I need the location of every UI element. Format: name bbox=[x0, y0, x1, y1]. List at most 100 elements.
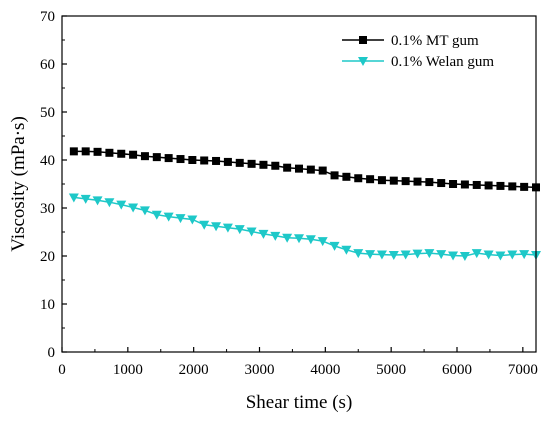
x-tick-label: 0 bbox=[58, 362, 66, 378]
data-point bbox=[449, 180, 458, 188]
data-point bbox=[129, 150, 138, 159]
data-point bbox=[376, 250, 387, 260]
data-point bbox=[175, 214, 186, 224]
series-line-2 bbox=[73, 196, 537, 257]
data-point bbox=[472, 180, 481, 189]
data-point bbox=[425, 178, 434, 187]
y-tick-label: 50 bbox=[40, 105, 55, 121]
data-point bbox=[483, 250, 494, 260]
data-point bbox=[93, 147, 102, 156]
data-point bbox=[116, 200, 127, 210]
data-point bbox=[305, 235, 316, 245]
legend-marker bbox=[359, 36, 367, 44]
data-point bbox=[424, 249, 435, 259]
data-point bbox=[508, 182, 517, 191]
data-point bbox=[389, 176, 398, 185]
y-tick-label: 70 bbox=[40, 9, 55, 25]
data-point bbox=[401, 177, 410, 186]
data-point bbox=[188, 156, 197, 164]
data-point bbox=[105, 148, 114, 157]
data-point bbox=[366, 175, 375, 184]
data-point bbox=[271, 161, 280, 170]
data-point bbox=[448, 251, 459, 261]
legend-label: 0.1% Welan gum bbox=[391, 54, 494, 70]
data-point bbox=[222, 223, 233, 233]
data-point bbox=[329, 241, 340, 251]
data-point bbox=[413, 177, 422, 186]
data-point bbox=[496, 181, 505, 190]
data-point bbox=[139, 206, 150, 216]
data-point bbox=[354, 174, 363, 183]
data-point bbox=[437, 179, 446, 188]
y-tick-label: 20 bbox=[40, 249, 55, 265]
data-point bbox=[68, 193, 79, 203]
data-point bbox=[353, 249, 364, 259]
data-point bbox=[484, 181, 493, 190]
y-tick-label: 60 bbox=[40, 57, 55, 73]
data-point bbox=[80, 194, 91, 204]
data-point bbox=[128, 203, 139, 213]
x-tick-label: 2000 bbox=[179, 362, 209, 378]
data-point bbox=[365, 250, 376, 260]
data-point bbox=[400, 250, 411, 260]
data-point bbox=[306, 165, 315, 174]
data-point bbox=[282, 233, 293, 243]
legend-marker bbox=[358, 57, 368, 66]
data-point bbox=[471, 249, 482, 259]
x-tick-label: 7000 bbox=[508, 362, 538, 378]
data-point bbox=[187, 215, 198, 225]
legend: 0.1% MT gum 0.1% Welan gum bbox=[342, 33, 494, 70]
data-point bbox=[412, 249, 423, 259]
data-point bbox=[258, 229, 269, 239]
data-point bbox=[152, 153, 161, 162]
data-point bbox=[342, 172, 351, 181]
data-point bbox=[295, 164, 303, 173]
x-tick-label: 6000 bbox=[442, 362, 472, 378]
legend-label: 0.1% MT gum bbox=[391, 33, 479, 49]
plot-area bbox=[68, 147, 541, 261]
data-point bbox=[235, 158, 244, 167]
data-point bbox=[92, 196, 103, 206]
x-tick-label: 1000 bbox=[113, 362, 143, 378]
data-point bbox=[246, 227, 257, 237]
data-point bbox=[200, 156, 209, 165]
data-point bbox=[176, 155, 185, 164]
y-tick-label: 40 bbox=[40, 153, 55, 169]
data-point bbox=[519, 250, 530, 260]
data-point bbox=[164, 154, 173, 163]
x-tick-label: 3000 bbox=[245, 362, 275, 378]
data-point bbox=[436, 250, 447, 260]
data-point bbox=[283, 163, 292, 172]
data-point bbox=[223, 157, 232, 166]
data-point bbox=[459, 252, 470, 261]
x-tick-label: 4000 bbox=[310, 362, 340, 378]
data-point bbox=[199, 220, 210, 230]
data-point bbox=[270, 231, 281, 241]
data-point bbox=[388, 251, 399, 261]
y-tick-label: 10 bbox=[40, 297, 55, 313]
data-point bbox=[259, 160, 268, 169]
data-point bbox=[294, 234, 304, 244]
data-point bbox=[234, 225, 245, 235]
data-point bbox=[341, 245, 352, 255]
data-point bbox=[507, 250, 518, 260]
data-point bbox=[212, 156, 221, 165]
data-point bbox=[151, 210, 162, 220]
data-point bbox=[140, 152, 149, 161]
y-axis-title: Viscosity (mPa·s) bbox=[8, 116, 29, 252]
x-tick-label: 5000 bbox=[376, 362, 406, 378]
data-point bbox=[117, 149, 126, 158]
data-point bbox=[163, 212, 174, 222]
data-point bbox=[318, 166, 327, 175]
data-point bbox=[520, 182, 529, 191]
series-line-1 bbox=[73, 150, 537, 189]
data-point bbox=[211, 222, 222, 232]
data-point bbox=[460, 180, 469, 189]
y-tick-label: 0 bbox=[48, 345, 56, 361]
data-point bbox=[377, 176, 386, 185]
data-point bbox=[495, 251, 506, 261]
data-point bbox=[104, 198, 115, 208]
axes: 0 1000 2000 3000 4000 5000 6000 7000 0 10 20 30 40 50… bbox=[40, 9, 538, 378]
y-tick-label: 30 bbox=[40, 201, 55, 217]
